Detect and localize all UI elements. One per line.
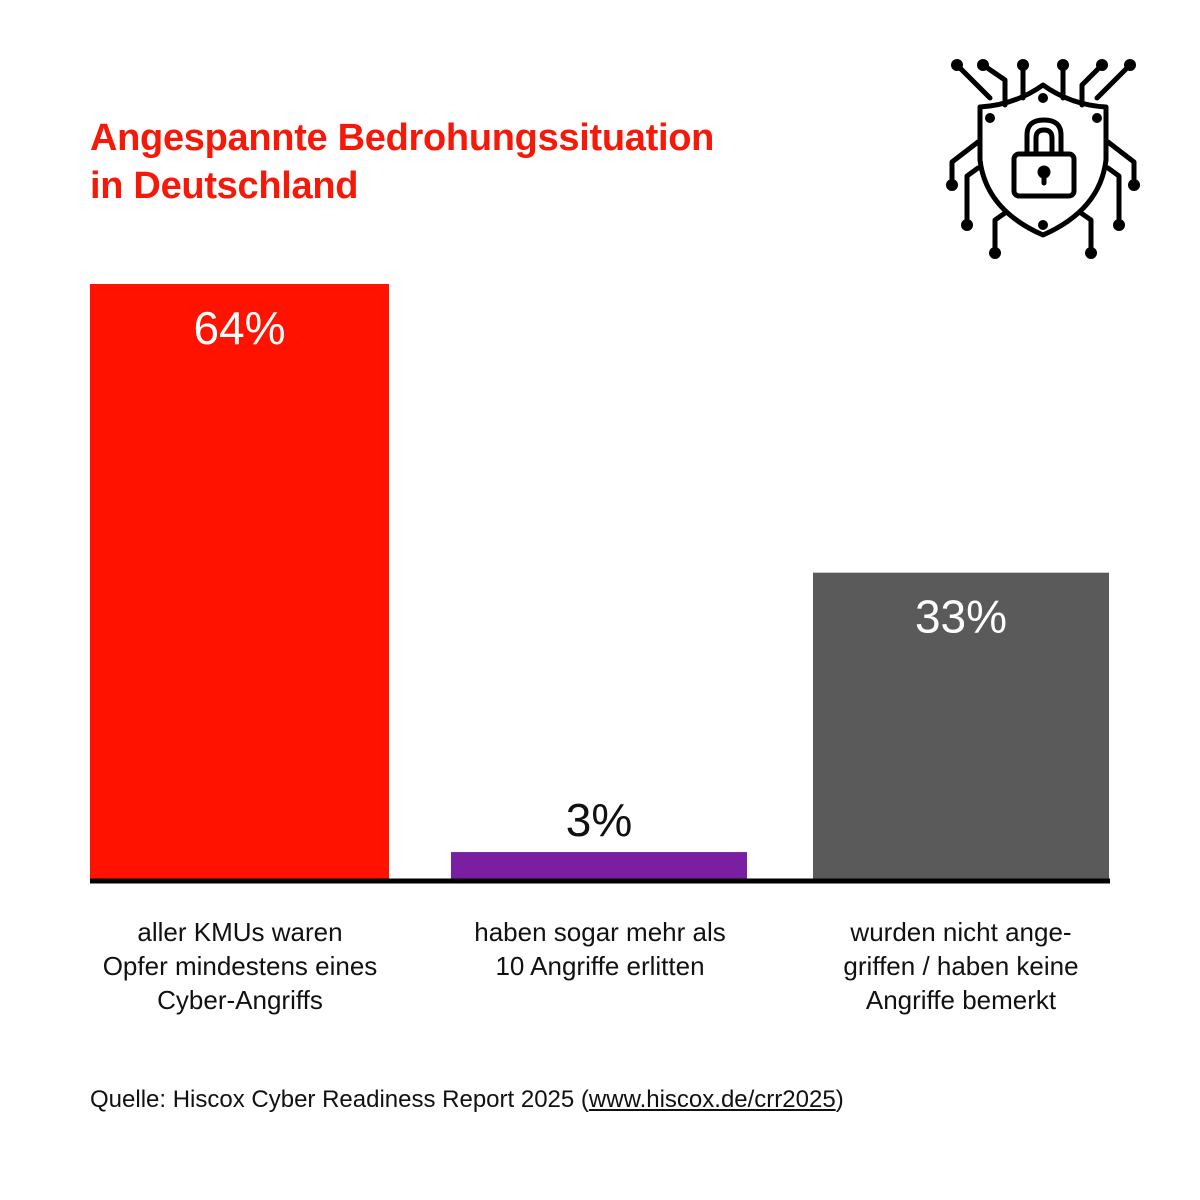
title-line-2: in Deutschland — [90, 165, 359, 207]
shield-lock-circuit-icon — [946, 59, 1140, 259]
category-line: 10 Angriffe erlitten — [495, 951, 705, 981]
category-line: Opfer mindestens eines — [102, 951, 378, 981]
chart-title: Angespannte Bedrohungssituation in Deuts… — [90, 114, 714, 210]
bar-2 — [451, 852, 747, 880]
source-suffix: ) — [835, 1086, 844, 1113]
source-note: Quelle: Hiscox Cyber Readiness Report 20… — [90, 1086, 844, 1114]
title-line-1: Angespannte Bedrohungssituation — [90, 117, 715, 159]
category-line: griffen / haben keine — [843, 951, 1079, 981]
data-label-3: 33% — [915, 591, 1007, 643]
bar-3 — [813, 572, 1109, 880]
source-text: Quelle: Hiscox Cyber Readiness Report 20… — [90, 1086, 589, 1113]
data-label-1: 64% — [193, 302, 285, 354]
category-label-2: haben sogar mehr als 10 Angriffe erlitte… — [430, 915, 770, 983]
category-line: Cyber-Angriffs — [157, 985, 323, 1015]
category-label-3: wurden nicht ange- griffen / haben keine… — [791, 915, 1131, 1017]
source-link[interactable]: www.hiscox.de/crr2025 — [588, 1086, 836, 1113]
category-line: haben sogar mehr als — [474, 917, 726, 947]
category-line: wurden nicht ange- — [850, 917, 1072, 947]
data-label-2: 3% — [566, 794, 632, 846]
category-label-1: aller KMUs waren Opfer mindestens eines … — [70, 915, 410, 1017]
category-line: Angriffe bemerkt — [865, 985, 1057, 1015]
category-line: aller KMUs waren — [137, 917, 343, 947]
bar-1 — [90, 284, 389, 880]
